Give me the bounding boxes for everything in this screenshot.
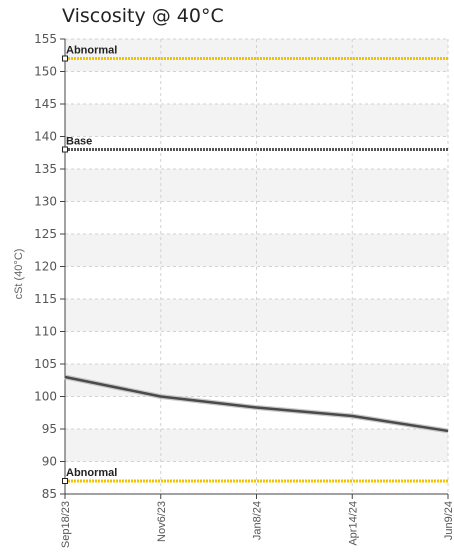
x-tick-label: Nov6/23: [156, 501, 168, 542]
y-tick-label: 90: [42, 455, 57, 469]
y-tick-label: 85: [42, 487, 57, 501]
y-tick-label: 95: [42, 422, 57, 436]
y-tick-label: 155: [34, 32, 57, 46]
x-tick-label: Jan8/24: [252, 501, 264, 540]
x-tick-labels: Sep18/23 Nov6/23 Jan8/24 Apr14/24 Jun9/24: [60, 501, 454, 548]
plot-band: [65, 39, 448, 72]
y-tick-label: 120: [34, 260, 57, 274]
y-axis-label: cSt (40°C): [13, 249, 25, 300]
y-tick-label: 100: [34, 390, 57, 404]
y-tick-label: 130: [34, 195, 57, 209]
y-tick-label: 145: [34, 97, 57, 111]
reference-marker: [62, 146, 68, 153]
reference-lines: Abnormal Base Abnormal: [62, 45, 448, 484]
y-tick-label: 105: [34, 357, 57, 371]
x-tick-label: Sep18/23: [60, 501, 72, 548]
plot-band: [65, 429, 448, 462]
y-tick-label: 150: [34, 65, 57, 79]
x-tick-label: Jun9/24: [443, 501, 454, 540]
reference-marker: [62, 478, 68, 484]
reference-label: Base: [66, 136, 92, 148]
y-tick-label: 135: [34, 162, 57, 176]
axes: [60, 38, 449, 499]
plot-band: [65, 364, 448, 397]
reference-label: Abnormal: [66, 45, 117, 57]
y-tick-label: 110: [34, 325, 57, 339]
y-tick-labels: 85 90 95 100 105 110 115 120 125 130 135 140 145 150 1…: [34, 32, 57, 501]
y-tick-label: 125: [34, 227, 57, 241]
series-line: [64, 375, 449, 433]
reference-label: Abnormal: [66, 467, 117, 479]
reference-marker: [62, 55, 68, 62]
chart-title: Viscosity @ 40°C: [62, 5, 224, 27]
y-tick-label: 115: [34, 292, 57, 306]
data-series: [64, 374, 449, 434]
y-tick-label: 140: [34, 130, 57, 144]
x-tick-label: Apr14/24: [347, 501, 359, 546]
